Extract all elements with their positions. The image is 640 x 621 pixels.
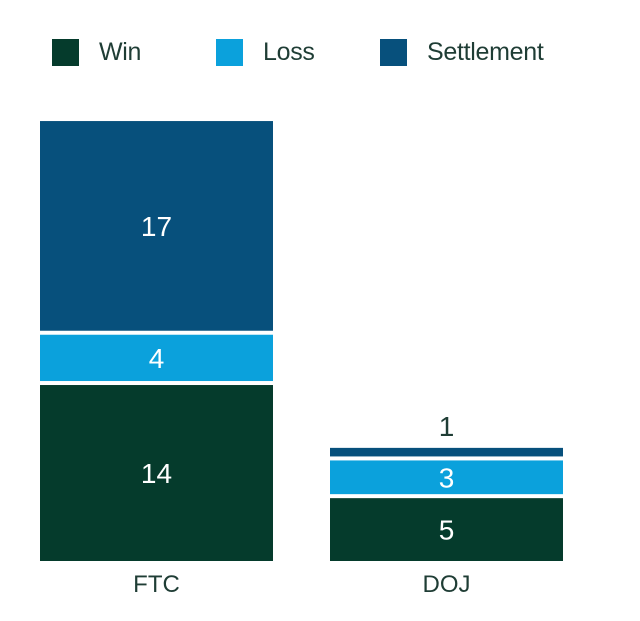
legend-item-settlement: Settlement: [380, 38, 544, 67]
legend-swatch-settlement: [380, 39, 407, 66]
legend-label-settlement: Settlement: [427, 38, 544, 66]
data-label-ftc-loss: 4: [149, 343, 165, 374]
bar-segment-doj-settlement: [330, 447, 563, 457]
data-label-ftc-settlement: 17: [141, 211, 172, 242]
data-label-doj-loss: 3: [439, 462, 455, 493]
data-label-doj-win: 5: [439, 515, 455, 546]
category-label-ftc: FTC: [133, 571, 180, 598]
legend-label-loss: Loss: [263, 38, 315, 66]
bar-segment-ftc-loss: [40, 334, 273, 382]
category-label-doj: DOJ: [423, 571, 471, 598]
data-label-doj-settlement: 1: [439, 411, 455, 442]
bar-segment-doj-win: [330, 498, 563, 561]
legend-swatch-loss: [216, 39, 243, 66]
legend-swatch-win: [52, 39, 79, 66]
bar-segment-doj-loss: [330, 460, 563, 495]
legend-item-loss: Loss: [216, 38, 315, 67]
bar-segment-ftc-settlement: [40, 121, 273, 331]
legend-label-win: Win: [99, 38, 142, 66]
bar-segment-ftc-win: [40, 385, 273, 561]
data-label-ftc-win: 14: [141, 458, 172, 489]
legend-item-win: Win: [52, 38, 141, 67]
